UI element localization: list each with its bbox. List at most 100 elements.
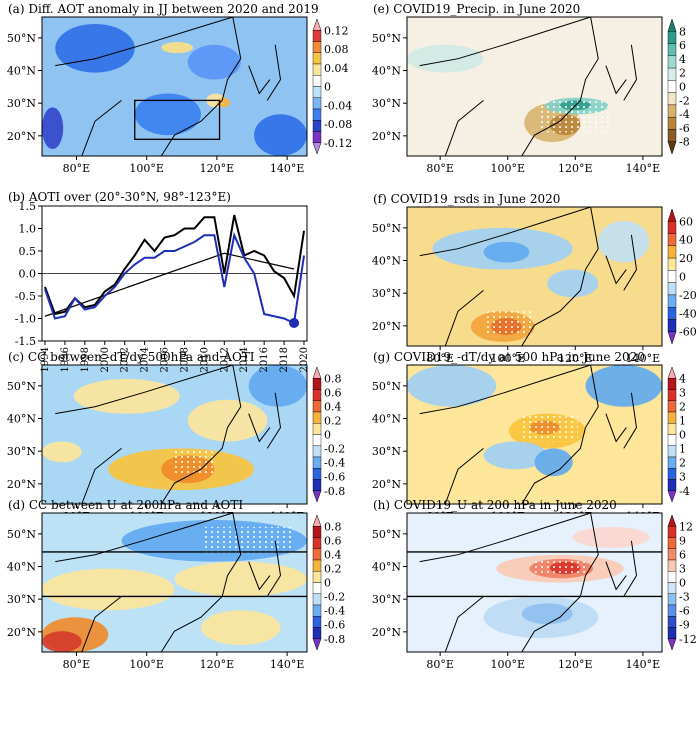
- coastline: [419, 207, 638, 346]
- y-tick-label: 20°N: [372, 626, 401, 639]
- colorbar-segment: [312, 604, 322, 617]
- x-tick-label: 2018: [279, 347, 290, 372]
- colorbar-segment: [667, 411, 677, 424]
- colorbar-label: -6: [679, 605, 690, 618]
- colorbar-segment: [667, 306, 677, 320]
- map-field: [42, 513, 307, 652]
- colorbar-segment: [667, 116, 677, 130]
- colorbar-segment: [667, 616, 677, 628]
- y-tick-label: 20°N: [372, 478, 401, 491]
- y-tick-label: 30°N: [372, 445, 401, 458]
- colorbar-segment: [667, 445, 677, 458]
- colorbar-arrow-bottom: [667, 638, 677, 651]
- colorbar-segment: [667, 537, 677, 549]
- map-panel-g: (g) COVID19_-dT/dy at 500 hPa in June 20…: [372, 350, 690, 523]
- highlight-point: [289, 318, 300, 328]
- x-tick-label: 2010: [199, 347, 210, 372]
- colorbar-segment: [312, 537, 322, 549]
- colorbar-label: -6: [679, 122, 690, 135]
- colorbar-label: 2: [679, 457, 686, 470]
- x-tick-label: 140°E: [270, 658, 305, 671]
- y-tick-label: -1.5: [15, 335, 36, 348]
- x-tick-label: 80°E: [426, 352, 454, 365]
- colorbar-segment: [312, 97, 322, 110]
- colorbar: 0.80.60.40.2 0-0.2-0.4-0.6-0.8: [312, 366, 345, 503]
- y-tick-label: 20°N: [7, 130, 36, 143]
- x-tick-label: 80°E: [426, 658, 454, 671]
- coastline: [55, 365, 282, 504]
- colorbar-label: 2: [679, 400, 686, 413]
- y-tick-label: 30°N: [7, 445, 36, 458]
- y-tick-label: -1.0: [15, 313, 36, 326]
- colorbar-label: 0.8: [324, 372, 342, 385]
- y-tick-label: -0.5: [15, 290, 36, 303]
- colorbar-label: -0.6: [324, 471, 345, 484]
- y-tick-label: 30°N: [7, 593, 36, 606]
- x-tick-label: 120°E: [200, 162, 235, 175]
- colorbar-label: 4: [679, 53, 686, 66]
- colorbar-arrow-top: [312, 366, 322, 379]
- map-frame: [41, 512, 308, 653]
- map-panel-a: (a) Diff. AOT anomaly in JJ between 2020…: [7, 2, 352, 175]
- x-tick-label: 100°E: [129, 658, 164, 671]
- colorbar-label: 3: [679, 471, 686, 484]
- y-tick-label: 1.0: [19, 223, 37, 236]
- colorbar-segment: [312, 52, 322, 65]
- significance-stipple: [174, 448, 215, 474]
- colorbar-segment: [312, 108, 322, 121]
- colorbar-segment: [667, 233, 677, 247]
- colorbar-segment: [312, 131, 322, 143]
- colorbar-label: -60: [679, 326, 697, 339]
- y-tick-label: 40°N: [7, 561, 36, 574]
- colorbar-label: 0: [324, 429, 331, 442]
- map-panel-f: (f) COVID19_rsds in June 2020 50°N 40°N 30°…: [372, 192, 697, 365]
- y-tick-label: 40°N: [372, 255, 401, 268]
- x-tick-label: 100°E: [129, 162, 164, 175]
- colorbar-label: -0.2: [324, 443, 345, 456]
- colorbar-label: 3: [679, 562, 686, 575]
- contour-region: [483, 241, 530, 263]
- map-field: [407, 513, 662, 652]
- colorbar-segment: [667, 400, 677, 413]
- contour-region: [248, 365, 307, 407]
- map-panel-h: (h) COVID19_U at 200 hPa in June 2020 50°…: [372, 498, 697, 671]
- colorbar-segment: [667, 604, 677, 617]
- contour-region: [216, 97, 231, 108]
- y-tick-label: 40°N: [372, 413, 401, 426]
- panel-title: (h) COVID19_U at 200 hPa in June 2020: [373, 498, 617, 512]
- colorbar-label: 6: [679, 548, 686, 561]
- colorbar-label: 60: [679, 215, 693, 228]
- x-tick-label: 2008: [179, 347, 190, 372]
- y-tick-label: 20°N: [7, 626, 36, 639]
- colorbar-segment: [667, 104, 677, 118]
- x-tick-label: 140°E: [626, 658, 661, 671]
- y-tick-label: 40°N: [372, 65, 401, 78]
- map-field: [42, 17, 307, 156]
- colorbar-segment: [667, 456, 677, 469]
- colorbar-segment: [667, 548, 677, 561]
- colorbar-label: 0.6: [324, 386, 342, 399]
- series-line-0: [44, 214, 305, 316]
- x-tick-label: 100°E: [490, 352, 525, 365]
- colorbar-arrow-top: [667, 366, 677, 379]
- x-tick-label: 120°E: [558, 162, 593, 175]
- colorbar-segment: [312, 627, 322, 639]
- x-tick-label: 1996: [60, 347, 71, 372]
- colorbar-label: 20: [679, 252, 693, 265]
- colorbar-label: 0.6: [324, 534, 342, 547]
- series-line-1: [44, 231, 306, 325]
- x-tick-label: 2016: [259, 347, 270, 372]
- colorbar-segment: [667, 479, 677, 491]
- colorbar-segment: [312, 434, 322, 446]
- colorbar-segment: [667, 319, 677, 332]
- colorbar-label: -0.8: [324, 485, 345, 498]
- colorbar-label: 0.2: [324, 414, 342, 427]
- colorbar-arrow-bottom: [667, 141, 677, 155]
- colorbar-label: -2: [679, 94, 690, 107]
- map-panels: (a) Diff. AOT anomaly in JJ between 2020…: [7, 2, 697, 671]
- colorbar-segment: [312, 378, 322, 390]
- colorbar-segment: [312, 41, 322, 53]
- colorbar-segment: [312, 423, 322, 435]
- aoti-time-series: (b) AOTI over (20°-30°N, 98°-123°E) 1.5 1…: [8, 190, 310, 372]
